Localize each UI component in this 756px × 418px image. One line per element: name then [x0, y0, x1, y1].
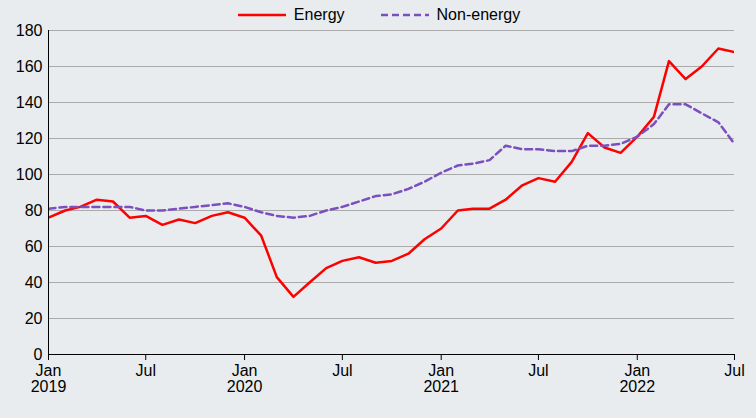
- svg-text:Jan2019: Jan2019: [31, 362, 67, 395]
- svg-text:100: 100: [16, 166, 43, 183]
- svg-text:Jul: Jul: [332, 362, 352, 379]
- svg-text:Jul: Jul: [528, 362, 548, 379]
- svg-text:120: 120: [16, 130, 43, 147]
- svg-text:80: 80: [25, 202, 43, 219]
- svg-text:40: 40: [25, 274, 43, 291]
- svg-text:140: 140: [16, 94, 43, 111]
- svg-text:180: 180: [16, 22, 43, 39]
- svg-text:0: 0: [34, 346, 43, 363]
- svg-text:60: 60: [25, 238, 43, 255]
- svg-text:Jul: Jul: [724, 362, 744, 379]
- html-text:Energy: Energy: [293, 6, 345, 23]
- svg-text:Jan2021: Jan2021: [423, 362, 459, 395]
- svg-text:Jul: Jul: [136, 362, 156, 379]
- svg-text:Jan2022: Jan2022: [619, 362, 655, 395]
- html-text:Non-energy: Non-energy: [436, 6, 521, 23]
- svg-text:160: 160: [16, 58, 43, 75]
- svg-text:Jan2020: Jan2020: [227, 362, 263, 395]
- svg-text:20: 20: [25, 310, 43, 327]
